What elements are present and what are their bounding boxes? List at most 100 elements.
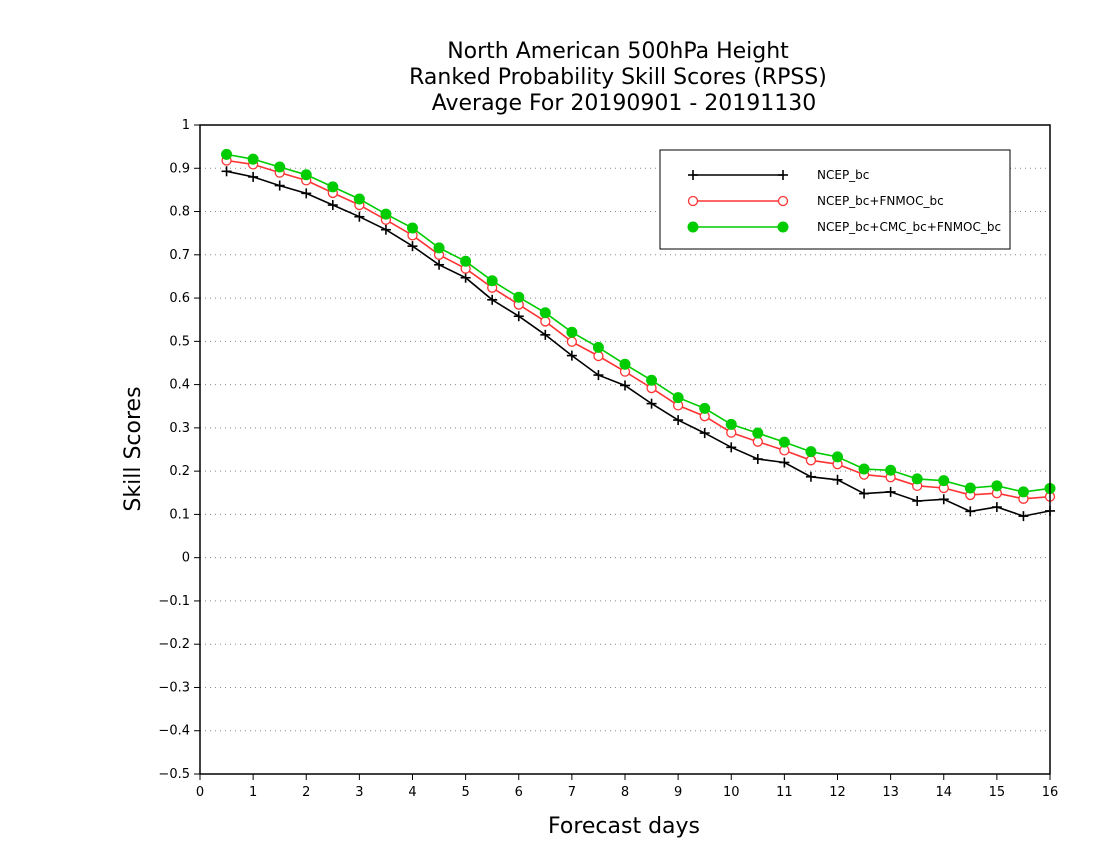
- data-point: [805, 455, 817, 466]
- x-tick-label: 12: [829, 785, 846, 800]
- x-tick-label: 13: [882, 785, 899, 800]
- x-tick-label: 11: [776, 785, 793, 800]
- data-point: [725, 418, 737, 430]
- y-tick-label: −0.5: [158, 767, 190, 782]
- chart-title-line-1: North American 500hPa Height: [447, 39, 789, 64]
- data-point: [752, 436, 763, 447]
- data-point: [433, 242, 445, 254]
- legend-entry-2: NCEP_bc+FNMOC_bc: [687, 194, 944, 208]
- data-point: [778, 436, 790, 448]
- data-point: [566, 326, 578, 338]
- legend-label: NCEP_bc+CMC_bc+FNMOC_bc: [817, 220, 1001, 234]
- data-point: [513, 291, 525, 303]
- data-point: [487, 294, 498, 305]
- legend-entry-3: NCEP_bc+CMC_bc+FNMOC_bc: [687, 220, 1001, 234]
- x-tick-label: 8: [621, 785, 629, 800]
- legend-label: NCEP_bc: [817, 168, 869, 182]
- data-point: [859, 488, 870, 499]
- data-point: [911, 473, 923, 485]
- legend-marker: [687, 221, 699, 233]
- y-tick-label: 0.8: [169, 205, 190, 220]
- x-tick-label: 6: [515, 785, 523, 800]
- y-tick-label: 0: [182, 551, 190, 566]
- series-3: [221, 148, 1056, 498]
- data-point: [858, 463, 870, 475]
- legend: NCEP_bc NCEP_bc+FNMOC_bc NCEP_bc+CMC_bc+FN…: [659, 149, 1011, 250]
- data-point: [407, 241, 418, 252]
- x-tick-label: 15: [989, 785, 1006, 800]
- legend-entry-1: NCEP_bc: [688, 168, 869, 182]
- data-point: [540, 329, 551, 340]
- data-point: [805, 471, 816, 482]
- y-axis-title: Skill Scores: [121, 386, 146, 511]
- x-tick-label: 5: [461, 785, 469, 800]
- data-point: [938, 475, 950, 487]
- legend-marker: [778, 170, 788, 180]
- data-point: [991, 480, 1003, 492]
- data-point: [327, 181, 339, 193]
- x-tick-label: 2: [302, 785, 310, 800]
- y-tick-label: −0.3: [158, 680, 190, 695]
- data-point: [885, 486, 896, 497]
- x-tick-label: 3: [355, 785, 363, 800]
- y-tick-label: 1: [182, 118, 190, 133]
- chart-title-line-3: Average For 20190901 - 20191130: [432, 91, 817, 116]
- data-point: [221, 166, 232, 177]
- data-point: [539, 307, 551, 319]
- y-tick-label: 0.2: [169, 464, 190, 479]
- data-point: [964, 482, 976, 494]
- x-tick-label: 7: [568, 785, 576, 800]
- y-tick-label: −0.1: [158, 594, 190, 609]
- data-point: [832, 451, 843, 463]
- data-point: [726, 442, 737, 453]
- gridlines: [200, 167, 1050, 732]
- legend-marker: [688, 170, 698, 180]
- data-point: [327, 200, 338, 211]
- data-point: [434, 259, 445, 270]
- y-tick-label: 0.6: [169, 291, 190, 306]
- data-point: [460, 255, 472, 267]
- data-point: [513, 311, 524, 322]
- data-point: [593, 370, 604, 381]
- y-tick-label: 0.7: [169, 248, 190, 263]
- y-tick-label: 0.4: [169, 378, 190, 393]
- y-tick-label: 0.5: [169, 334, 190, 349]
- y-tick-label: 0.1: [169, 507, 190, 522]
- data-point: [646, 398, 657, 409]
- data-point: [673, 415, 684, 426]
- legend-marker: [777, 221, 789, 233]
- data-point: [274, 161, 286, 173]
- x-tick-label: 1: [249, 785, 257, 800]
- data-point: [566, 336, 578, 347]
- data-point: [221, 148, 233, 160]
- y-tick-label: −0.2: [158, 637, 190, 652]
- data-point: [566, 350, 577, 361]
- data-point: [832, 474, 843, 485]
- data-point: [1018, 511, 1029, 522]
- legend-box: [659, 149, 1011, 250]
- data-point: [912, 495, 923, 506]
- data-point: [592, 341, 604, 353]
- data-point: [248, 171, 259, 182]
- data-point: [407, 222, 418, 234]
- data-point: [646, 374, 658, 386]
- x-tick-label: 14: [935, 785, 952, 800]
- x-tick-label: 9: [674, 785, 682, 800]
- data-point: [380, 224, 391, 235]
- y-tick-label: 0.3: [169, 421, 190, 436]
- data-point: [619, 358, 631, 370]
- data-point: [380, 208, 392, 220]
- x-tick-label: 4: [408, 785, 416, 800]
- legend-label: NCEP_bc+FNMOC_bc: [817, 194, 944, 208]
- series-line: [226, 170, 1051, 517]
- data-point: [486, 275, 498, 287]
- data-point: [752, 454, 763, 465]
- data-point: [274, 180, 285, 191]
- data-point: [460, 272, 471, 283]
- data-point: [699, 428, 710, 439]
- data-point: [699, 402, 711, 414]
- data-point: [805, 446, 817, 458]
- y-tick-label: 0.9: [169, 161, 190, 176]
- data-point: [885, 464, 897, 476]
